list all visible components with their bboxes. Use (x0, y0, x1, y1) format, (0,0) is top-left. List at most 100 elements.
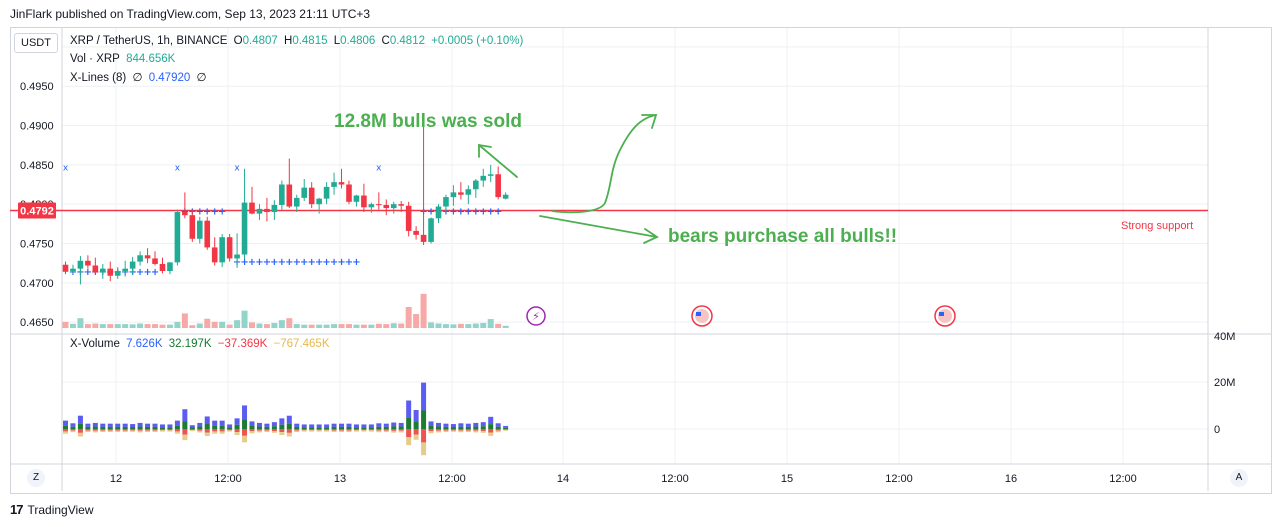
xvolume-bar-blue (480, 422, 486, 427)
candle-body (107, 268, 114, 276)
candle-body (443, 197, 449, 207)
xvolume-bar-blue (316, 424, 322, 428)
xline-plus: + (255, 257, 263, 268)
xvolume-bar-yellow (204, 432, 210, 437)
volume-bar (99, 324, 106, 328)
xvolume-bar-green (271, 426, 277, 429)
xvolume-bar-red (197, 429, 203, 431)
xline-plus: + (322, 257, 330, 268)
xvolume-bar-blue (458, 423, 464, 427)
xlines-label: X-Lines (8) (70, 72, 127, 84)
xvolume-bar-blue (465, 423, 471, 427)
xvolume-bar-blue (436, 422, 441, 427)
volume-bar (241, 310, 248, 328)
zoom-button[interactable]: Z (27, 469, 45, 487)
xvolume-bar-green (145, 426, 151, 429)
open-value: 0.4807 (242, 35, 278, 47)
xline-x-marker: x (63, 163, 69, 173)
xvolume-bar-blue (301, 424, 307, 428)
volume-bar (345, 324, 352, 328)
arrow-up-curve (551, 114, 657, 214)
xvolume-bar-red (271, 429, 277, 431)
price-tick-label: 0.4850 (20, 160, 54, 172)
volume-bar (114, 324, 121, 328)
candle-body (249, 202, 255, 214)
volume-bar (286, 318, 293, 328)
xvolume-bar-green (264, 426, 270, 429)
volume-bar (122, 324, 129, 328)
xvolume-bar-blue (264, 423, 270, 427)
xvolume-bar-green (353, 427, 359, 429)
candle-body (450, 192, 457, 198)
xline-plus: + (143, 267, 151, 278)
xvolume-bar-green (174, 425, 180, 429)
xvolume-bar-green (107, 426, 113, 429)
xvolume-bar-red (264, 429, 270, 431)
candle-body (271, 204, 278, 213)
xline-plus: + (136, 267, 144, 278)
volume-bar (495, 323, 502, 328)
xvolume-bar-blue (279, 418, 285, 425)
volume-label: Vol · XRP (70, 53, 120, 65)
candle-body (189, 215, 196, 239)
xvolume-bar-green (458, 426, 464, 429)
arrow-sold-line (478, 144, 518, 178)
xvolume-bar-yellow (182, 434, 188, 441)
time-tick-label: 12:00 (661, 473, 689, 485)
xvolume-bar-blue (413, 410, 419, 422)
xvolume-bar-blue (115, 423, 121, 427)
xvolume-bar-red (383, 429, 389, 431)
candles (62, 125, 509, 285)
time-tick-label: 12:00 (1109, 473, 1137, 485)
xvolume-bar-green (70, 426, 76, 429)
xvolume-bar-blue (85, 423, 91, 427)
xvolume-bar-blue (286, 415, 292, 424)
volume-bar (487, 319, 494, 328)
xvolume-bar-red (137, 429, 143, 431)
xvolume-bar-red (286, 429, 292, 433)
volume-bar (323, 324, 330, 328)
xvolume-bar-blue (346, 423, 352, 427)
candle-body (211, 247, 218, 263)
xline-plus: + (345, 257, 353, 268)
volume-bar (368, 324, 375, 328)
arrow-sold-head (478, 143, 492, 158)
xvolume-bar-green (421, 410, 427, 429)
xvolume-bar-red (324, 429, 330, 431)
xvolume-bar-yellow (234, 432, 240, 436)
xline-plus: + (494, 206, 502, 217)
annotation-arrows (478, 114, 659, 244)
xvolume-value-4: −767.465K (273, 338, 330, 350)
volume-bar (219, 321, 226, 328)
xvolume-bar-red (70, 429, 76, 431)
xvolume-value-2: 32.197K (168, 338, 212, 350)
candle-body (137, 255, 143, 262)
currency-button[interactable]: USDT (14, 33, 58, 53)
candle-body (85, 260, 91, 266)
xvolume-bar-red (421, 429, 427, 443)
xline-plus: + (270, 257, 278, 268)
xvolume-bar-yellow (256, 430, 262, 433)
xline-plus: + (285, 257, 293, 268)
candle-body (338, 182, 345, 185)
xvolume-bar-green (436, 426, 441, 429)
volume-bar (137, 323, 144, 328)
xvolume-bar-green (413, 421, 419, 429)
xvolume-bar-green (368, 427, 374, 429)
xvolume-bar-yellow (100, 430, 106, 433)
candle-body (92, 265, 99, 273)
xline-plus: + (151, 267, 159, 278)
xvolume-bar-green (242, 419, 248, 429)
xvolume-bar-yellow (339, 430, 345, 433)
xvolume-bar-blue (77, 415, 83, 424)
xvolume-bar-blue (189, 425, 195, 428)
xvolume-bar-green (77, 423, 83, 429)
xline-plus: + (307, 257, 315, 268)
open-label: O (233, 35, 243, 47)
xlines-value-3: ∅ (196, 72, 207, 84)
auto-scale-button[interactable]: A (1230, 469, 1248, 487)
lightning-event-icon (526, 306, 546, 326)
xvolume-bar-red (503, 429, 509, 430)
xline-plus: + (449, 206, 457, 217)
